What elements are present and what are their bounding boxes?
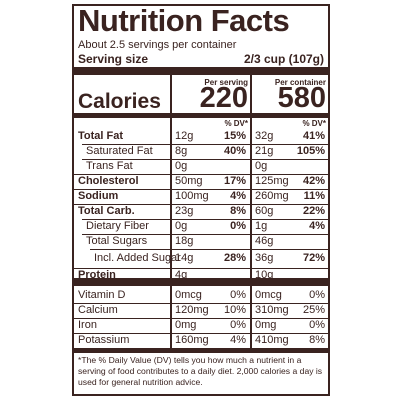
container-dv: 0% (309, 319, 325, 331)
nutrient-label: Saturated Fat (86, 145, 153, 157)
serving-dv: 10% (223, 304, 246, 316)
row-rule (82, 219, 328, 220)
serving-amount: 0g (175, 160, 188, 172)
col-serving: Per serving (204, 78, 248, 87)
thick-rule (74, 278, 328, 286)
serving-amount: 0g (175, 220, 188, 232)
serving-dv: 40% (223, 145, 246, 157)
thick-rule (74, 113, 328, 118)
serving-amount: 23g (175, 205, 194, 217)
serving-amount: 8g (175, 145, 188, 157)
nutrition-label: Nutrition Facts About 2.5 servings per c… (72, 3, 330, 396)
container-amount: 310mg (255, 304, 289, 316)
container-dv: 0% (309, 289, 325, 301)
container-amount: 125mg (255, 175, 289, 187)
row-rule (74, 174, 328, 175)
container-dv: 72% (302, 252, 325, 264)
row-rule (82, 144, 328, 145)
serving-dv: 17% (223, 175, 246, 187)
container-dv: 25% (302, 304, 325, 316)
nutrient-label: Potassium (78, 334, 130, 346)
nutrient-label: Total Sugars (86, 235, 148, 247)
row-rule (74, 333, 328, 334)
row-rule (82, 234, 328, 235)
serving-amount: 0mcg (175, 289, 202, 301)
container-amount: 21g (255, 145, 274, 157)
serving-amount: 0mg (175, 319, 197, 331)
nutrient-label: Calcium (78, 304, 118, 316)
dv-serving: % DV* (224, 119, 248, 128)
serving-dv: 4% (230, 190, 246, 202)
nutrient-label: Cholesterol (78, 175, 139, 187)
serving-dv: 15% (223, 130, 246, 142)
title: Nutrition Facts (78, 3, 290, 38)
container-amount: 1g (255, 220, 268, 232)
container-amount: 260mg (255, 190, 289, 202)
container-amount: 46g (255, 235, 274, 247)
row-rule (74, 318, 328, 319)
nutrient-label: Protein (78, 269, 116, 281)
nutrient-label: Total Fat (78, 130, 124, 142)
row-rule (74, 204, 328, 205)
container-dv: 8% (309, 334, 325, 346)
container-amount: 32g (255, 130, 274, 142)
nutrient-label: Sodium (78, 190, 119, 202)
row-rule (90, 249, 328, 250)
serving-dv: 28% (223, 252, 246, 264)
col-container: Per container (274, 78, 326, 87)
dv-container: % DV* (302, 119, 326, 128)
row-rule (82, 159, 328, 160)
nutrient-label: Total Carb. (78, 205, 135, 217)
serving-amount: 120mg (175, 304, 209, 316)
calories-serving: 220 (199, 82, 248, 114)
serving-size-value: 2/3 cup (107g) (243, 52, 324, 66)
row-rule (74, 268, 328, 269)
container-dv: 42% (302, 175, 325, 187)
nutrient-label: Trans Fat (86, 160, 133, 172)
column-divider (250, 74, 252, 348)
nutrient-label: Incl. Added Sugar (94, 252, 181, 264)
calories-label: Calories (78, 90, 161, 113)
thick-rule (74, 348, 328, 353)
servings: About 2.5 servings per container (78, 39, 237, 51)
container-amount: 10g (255, 269, 274, 281)
container-dv: 11% (303, 190, 325, 202)
serving-dv: 0% (230, 289, 246, 301)
serving-amount: 160mg (175, 334, 209, 346)
nutrient-label: Dietary Fiber (86, 220, 149, 232)
serving-dv: 4% (230, 334, 246, 346)
serving-amount: 12g (175, 130, 194, 142)
nutrient-label: Vitamin D (78, 289, 126, 301)
container-amount: 60g (255, 205, 274, 217)
nutrient-label: Iron (78, 319, 97, 331)
container-amount: 0mg (255, 319, 277, 331)
serving-amount: 50mg (175, 175, 203, 187)
container-dv: 4% (309, 220, 325, 232)
serving-amount: 100mg (175, 190, 209, 202)
serving-amount: 18g (175, 235, 194, 247)
container-amount: 0g (255, 160, 268, 172)
container-dv: 41% (302, 130, 325, 142)
container-dv: 22% (302, 205, 325, 217)
row-rule (74, 303, 328, 304)
serving-dv: 0% (230, 220, 246, 232)
footnote: *The % Daily Value (DV) tells you how mu… (78, 355, 323, 387)
thick-rule (74, 67, 328, 75)
serving-size-label: Serving size (78, 52, 149, 66)
serving-amount: 14g (175, 252, 194, 264)
calories-container: 580 (277, 82, 326, 114)
serving-amount: 4g (175, 269, 188, 281)
container-dv: 105% (296, 145, 325, 157)
serving-dv: 0% (230, 319, 246, 331)
row-rule (74, 189, 328, 190)
container-amount: 36g (255, 252, 274, 264)
container-amount: 410mg (255, 334, 289, 346)
serving-dv: 8% (230, 205, 246, 217)
column-divider (170, 74, 172, 348)
container-amount: 0mcg (255, 289, 282, 301)
